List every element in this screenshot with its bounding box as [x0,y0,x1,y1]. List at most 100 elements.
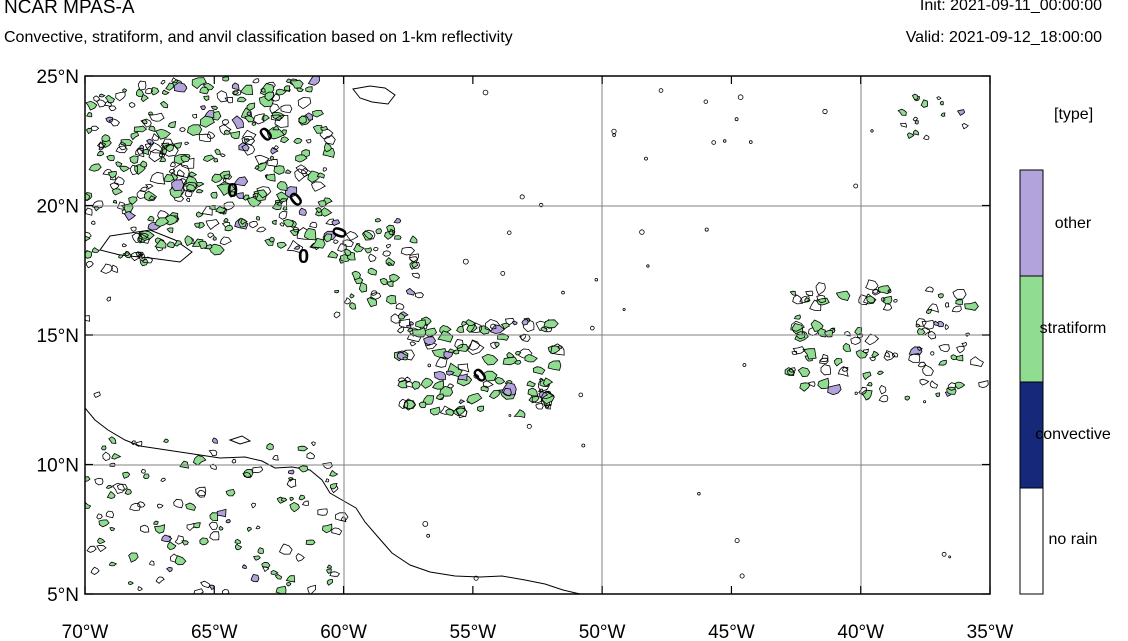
rain-cell [298,115,307,124]
rain-cell [130,131,140,141]
rain-cell [271,219,277,225]
rain-cell [500,323,510,330]
rain-cell [321,523,333,534]
rain-cell [856,333,864,339]
rain-cell [897,108,907,116]
rain-cell [871,350,880,359]
rain-cell [115,161,123,167]
rain-cell [456,325,465,333]
rain-cell [212,437,218,444]
rain-cell [404,376,411,382]
rain-cell [970,356,984,367]
rain-cell [192,113,198,119]
rain-cell [108,105,117,112]
rain-cell [100,263,113,274]
rain-cell [174,535,185,545]
rain-cell [193,522,201,529]
rain-cell [305,138,312,144]
rain-cell [817,377,830,390]
rain-cell [205,219,220,230]
rain-cell [85,235,91,242]
rain-cell [148,560,155,566]
rain-cell [303,227,317,241]
rain-cell [185,502,197,511]
rain-cell [307,170,321,183]
rain-cell [183,181,198,192]
rain-cell [316,172,325,179]
rain-cell [242,564,247,569]
rain-cell [118,165,131,173]
rain-cell [543,319,559,329]
rain-cell [494,376,506,385]
rain-cell [111,188,123,196]
rain-cell [124,250,131,257]
rain-cell [105,116,114,124]
rain-cell [461,320,468,327]
rain-cell [409,341,417,347]
rain-dot [853,183,859,189]
rain-cell [184,235,193,247]
rain-cell [457,373,468,382]
rain-cell [208,449,218,457]
rain-cell [289,496,295,502]
rain-cell [160,80,166,85]
rain-cell [140,160,148,168]
rain-dot [622,307,626,311]
rain-cell [911,93,919,101]
rain-cell [327,250,339,259]
rain-cell [147,215,155,222]
rain-cell [893,298,898,303]
map-title: NCAR MPAS-A [4,0,135,18]
rain-cell [153,520,159,525]
rain-cell [916,346,923,351]
rain-cell [223,174,233,180]
rain-cell [254,165,260,170]
rain-cell [223,217,229,223]
rain-cell [285,575,296,583]
rain-cell [180,155,191,163]
rain-cell [250,573,260,583]
rain-dot [612,133,616,137]
rain-dot [723,139,727,143]
rain-cell [241,143,256,156]
rain-cell [297,97,312,110]
rain-cell [400,246,416,256]
rain-cell [186,522,198,532]
rain-cell [293,245,300,250]
rain-cell [835,290,851,301]
rain-cell [514,359,522,365]
rain-cell [144,184,154,190]
rain-cell [402,356,409,361]
rain-cell [405,287,416,296]
rain-cell [197,240,208,250]
lon-tick-label: 60°W [320,622,367,641]
rain-cell [193,588,204,594]
rain-cell [109,526,116,532]
rain-cell [209,512,219,522]
rain-cell [212,235,217,241]
rain-cell [165,82,175,91]
rain-cell [102,451,111,462]
rain-cell [94,477,104,486]
rain-cell [242,472,251,479]
rain-cell [351,270,361,281]
rain-cell [883,350,896,361]
rain-cell [105,510,115,519]
rain-cell [145,88,153,95]
rain-cell [526,380,536,388]
rain-cell [375,228,383,235]
rain-cell [96,150,105,157]
rain-cell [138,232,149,239]
rain-cell [268,236,275,243]
rain-dot [473,575,479,581]
rain-cell [207,232,215,239]
rain-cell [799,382,811,392]
rain-cell [478,325,491,335]
rain-cell [387,262,393,267]
rain-cell [388,228,396,236]
rain-dot [422,521,429,527]
rain-cell [298,207,307,216]
rain-cell [276,181,288,191]
rain-cell [385,243,391,249]
rain-dot [697,492,701,496]
